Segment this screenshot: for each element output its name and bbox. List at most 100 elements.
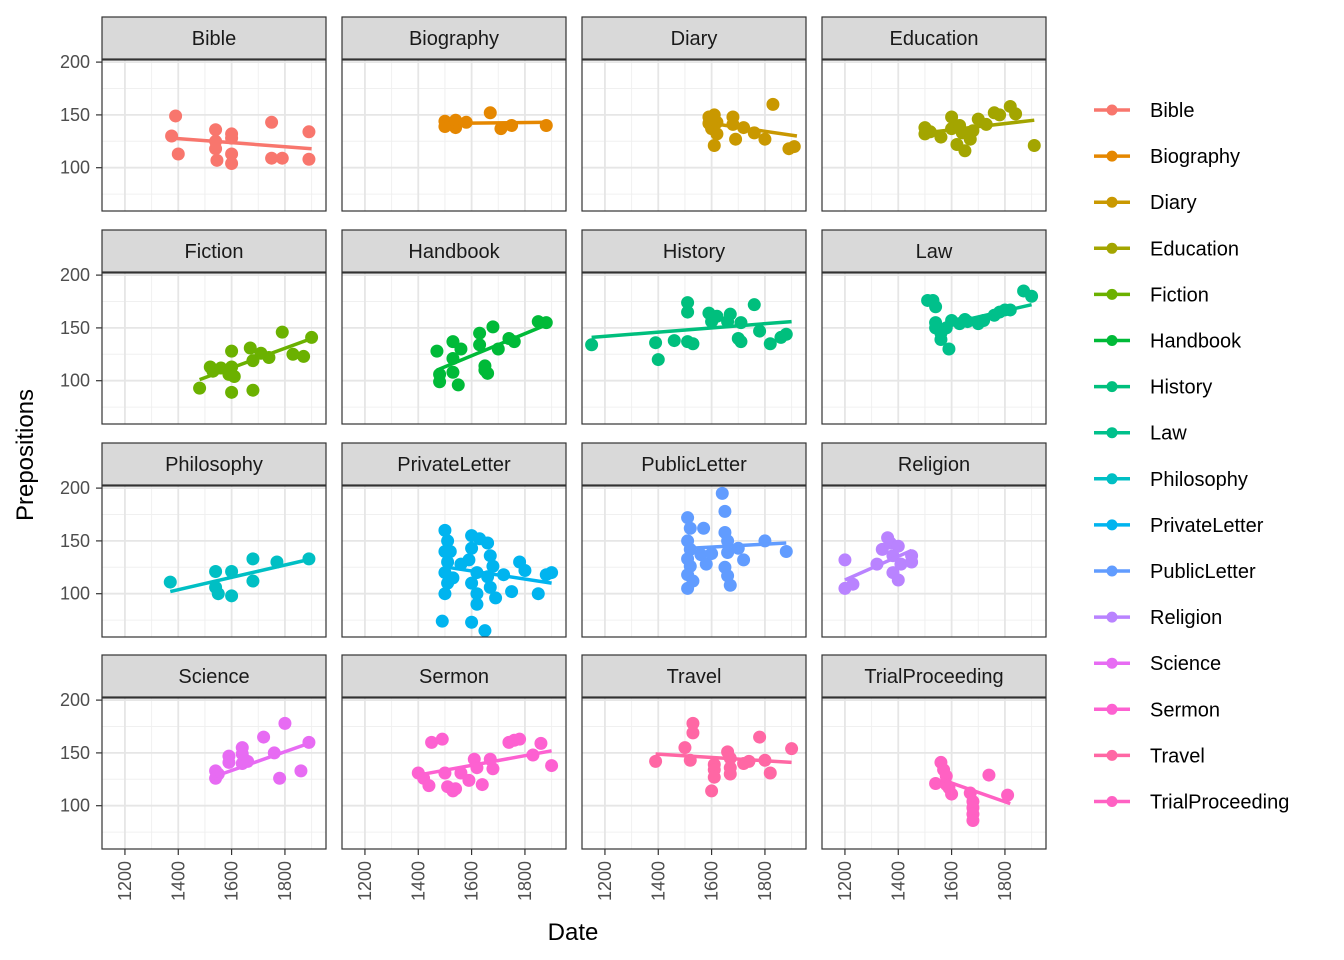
- data-point: [545, 566, 559, 580]
- trend-line: [436, 321, 553, 372]
- data-point: [763, 766, 777, 780]
- trend-line: [447, 565, 552, 585]
- data-point: [489, 591, 503, 605]
- legend-label: History: [1150, 377, 1212, 399]
- facet-strip-label: Biography: [409, 28, 499, 50]
- data-point: [838, 553, 852, 567]
- data-point: [545, 759, 559, 773]
- facet-panel-bible: Bible: [101, 16, 327, 212]
- data-point: [435, 614, 449, 628]
- data-point: [227, 369, 241, 383]
- facet-strip-label: Science: [178, 666, 249, 688]
- data-point: [441, 555, 455, 569]
- data-point: [163, 575, 177, 589]
- legend-item: Philosophy: [1094, 469, 1248, 491]
- x-tick-label: 1200: [115, 861, 135, 901]
- legend-key-point: [1106, 703, 1118, 715]
- data-point: [758, 132, 772, 146]
- y-tick-label: 200: [60, 265, 90, 285]
- data-point: [265, 151, 279, 165]
- data-point: [225, 156, 239, 170]
- panel-background: [102, 486, 326, 637]
- facet-panel-sermon: Sermon: [341, 654, 567, 850]
- data-point: [779, 544, 793, 558]
- facet-strip: [341, 16, 567, 60]
- legend-label: Religion: [1150, 607, 1222, 629]
- data-point: [737, 553, 751, 567]
- facet-strip: [101, 654, 327, 698]
- x-tick-label: 1800: [275, 861, 295, 901]
- y-tick-label: 100: [60, 796, 90, 816]
- data-point: [470, 597, 484, 611]
- data-point: [686, 337, 700, 351]
- facet-panel-fiction: Fiction: [101, 229, 327, 425]
- x-tick-label: 1400: [888, 861, 908, 901]
- data-point: [433, 375, 447, 389]
- data-point: [929, 777, 943, 791]
- data-point: [891, 539, 905, 553]
- facet-strip: [821, 654, 1047, 698]
- y-tick-label: 100: [60, 158, 90, 178]
- facet-strip-label: Fiction: [185, 241, 244, 263]
- x-tick-label: 1200: [595, 861, 615, 901]
- legend-item: PublicLetter: [1094, 561, 1256, 583]
- panel-background: [342, 698, 566, 849]
- data-point: [787, 140, 801, 154]
- legend-label: Education: [1150, 238, 1239, 260]
- data-point: [193, 381, 207, 395]
- data-point: [531, 587, 545, 601]
- legend-label: Fiction: [1150, 284, 1209, 306]
- data-point: [273, 771, 287, 785]
- trend-line: [171, 136, 312, 151]
- trend-line: [417, 749, 552, 777]
- y-tick-label: 200: [60, 52, 90, 72]
- panel-border: [341, 485, 567, 638]
- facet-strip: [821, 16, 1047, 60]
- data-point: [649, 754, 663, 768]
- legend-item: Religion: [1094, 607, 1222, 629]
- x-tick-label: 1400: [408, 861, 428, 901]
- data-point: [446, 365, 460, 379]
- legend-key-point: [1106, 657, 1118, 669]
- legend-key-point: [1106, 565, 1118, 577]
- data-point: [451, 378, 465, 392]
- legend-key-point: [1106, 519, 1118, 531]
- data-point: [966, 813, 980, 827]
- data-point: [225, 589, 239, 603]
- trend-line: [924, 118, 1035, 135]
- legend-label: PrivateLetter: [1150, 515, 1264, 537]
- panel-border: [581, 485, 807, 638]
- data-point: [681, 305, 695, 319]
- data-point: [449, 782, 463, 796]
- legend: Bible Biography Diary Education Fiction Handb…: [1094, 100, 1289, 814]
- panel-border: [581, 272, 807, 425]
- facet-panel-privateletter: PrivateLetter: [341, 442, 567, 638]
- facet-strip-label: Bible: [192, 28, 236, 50]
- x-tick-label: 1800: [755, 861, 775, 901]
- trend-line: [198, 336, 313, 382]
- data-point: [1025, 289, 1039, 303]
- data-point: [454, 342, 468, 356]
- data-point: [294, 764, 308, 778]
- x-tick-label: 1200: [835, 861, 855, 901]
- data-point: [209, 142, 223, 156]
- data-point: [486, 320, 500, 334]
- legend-label: Biography: [1150, 146, 1240, 168]
- data-point: [747, 298, 761, 312]
- legend-item: Biography: [1094, 146, 1240, 168]
- x-tick-label: 1400: [168, 861, 188, 901]
- facet-panels: Bible Biography Diary Education Fiction Handb…: [101, 16, 1047, 850]
- data-point: [683, 521, 697, 535]
- y-tick-label: 150: [60, 743, 90, 763]
- facet-strip-label: Travel: [667, 666, 722, 688]
- panel-border: [581, 59, 807, 212]
- data-point: [481, 536, 495, 550]
- legend-key-point: [1106, 242, 1118, 254]
- legend-label: Science: [1150, 653, 1221, 675]
- x-tick-label: 1800: [995, 861, 1015, 901]
- panel-border: [341, 272, 567, 425]
- data-point: [763, 337, 777, 351]
- data-point: [945, 110, 959, 124]
- facet-strip: [101, 442, 327, 486]
- facet-panel-publicletter: PublicLetter: [581, 442, 807, 638]
